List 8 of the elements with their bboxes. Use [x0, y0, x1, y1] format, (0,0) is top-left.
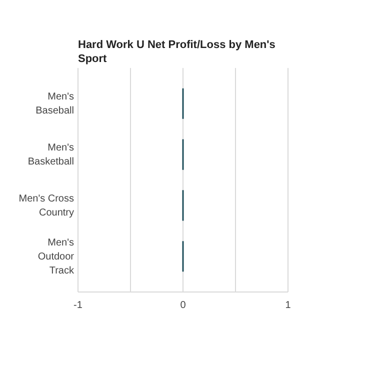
y-tick-label: Men's Basketball: [28, 142, 74, 168]
y-tick-label: Men's Baseball: [36, 91, 74, 116]
x-tick-label: -1: [74, 300, 83, 311]
chart-title: Hard Work U Net Profit/Loss by Men's Sport: [78, 39, 276, 65]
x-tick-label: 0: [180, 300, 186, 311]
x-tick-label: 1: [285, 300, 292, 311]
y-tick-label: Men's Outdoor Track: [38, 237, 75, 276]
y-tick-label: Men's Cross Country: [18, 193, 74, 218]
